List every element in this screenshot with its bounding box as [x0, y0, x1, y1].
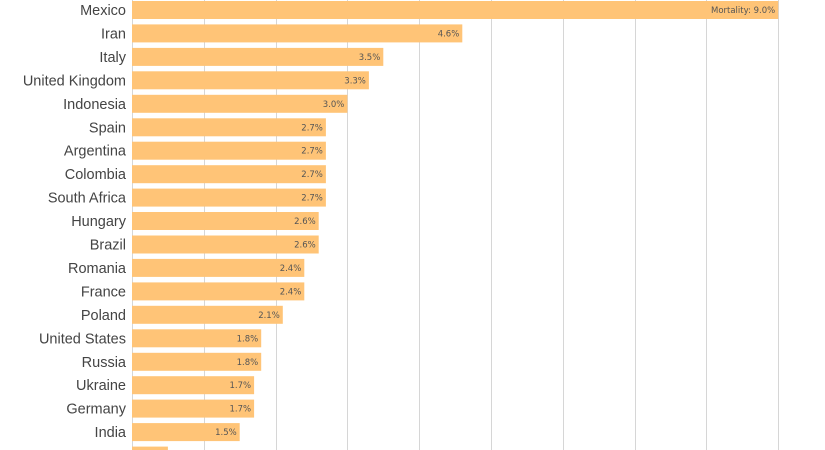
bar [132, 94, 348, 113]
bar [132, 258, 305, 277]
bar [132, 423, 240, 442]
category-label: Italy [99, 50, 126, 66]
bar [132, 235, 319, 254]
data-label: 1.7% [229, 405, 251, 415]
category-label: Colombia [65, 167, 127, 183]
data-label: 2.6% [294, 241, 316, 251]
bar [132, 1, 779, 19]
bar [132, 399, 255, 418]
data-label: 2.4% [280, 264, 302, 274]
category-label: Ukraine [76, 378, 126, 394]
data-label: 3.5% [359, 53, 381, 63]
bar [132, 329, 262, 348]
category-label: Germany [66, 402, 126, 418]
bar [132, 282, 305, 301]
category-label: Russia [82, 355, 127, 371]
data-label: 2.1% [258, 311, 280, 321]
bar-layer [132, 1, 779, 450]
category-label: India [95, 425, 127, 441]
data-label: 3.0% [323, 100, 345, 110]
bar [132, 352, 262, 371]
category-label: South Africa [48, 191, 127, 207]
data-label: 1.8% [237, 334, 259, 344]
data-label: 3.3% [344, 76, 366, 86]
bar [132, 47, 384, 66]
bar [132, 165, 326, 184]
data-label: 1.8% [237, 358, 259, 368]
bar [132, 118, 326, 137]
bar [132, 71, 369, 90]
category-label: United States [39, 331, 126, 347]
category-label: Poland [81, 308, 126, 324]
data-label: 1.5% [215, 428, 237, 438]
data-label: 1.7% [229, 381, 251, 391]
category-label: Argentina [64, 144, 127, 160]
category-label: Hungary [71, 214, 127, 230]
data-label: 2.4% [280, 287, 302, 297]
category-label-layer: Mexico Iran Italy United Kingdom Indonesia Sp… [23, 3, 127, 441]
bar [132, 141, 326, 160]
bar [132, 24, 463, 43]
data-label: 2.6% [294, 217, 316, 227]
category-label: Romania [68, 261, 127, 277]
value-label-layer: Mortality: 9.0% 4.6% 3.5% 3.3% 3.0% 2.7% 2.7% 2… [215, 6, 775, 438]
bar [132, 446, 168, 450]
category-label: Mexico [80, 3, 126, 19]
data-label: 2.7% [301, 194, 323, 204]
category-label: France [81, 284, 126, 300]
category-label: Indonesia [63, 97, 127, 113]
data-label: 2.7% [301, 170, 323, 180]
data-label: Mortality: 9.0% [711, 6, 775, 16]
category-label: Brazil [90, 238, 126, 254]
data-label: 2.7% [301, 123, 323, 133]
category-label: United Kingdom [23, 73, 126, 89]
bar [132, 376, 255, 395]
category-label: Spain [89, 120, 126, 136]
data-label: 2.7% [301, 147, 323, 157]
bar [132, 188, 326, 207]
bar [132, 212, 319, 230]
data-label: 4.6% [438, 30, 460, 40]
bar [132, 305, 283, 324]
category-label: Iran [101, 27, 126, 43]
